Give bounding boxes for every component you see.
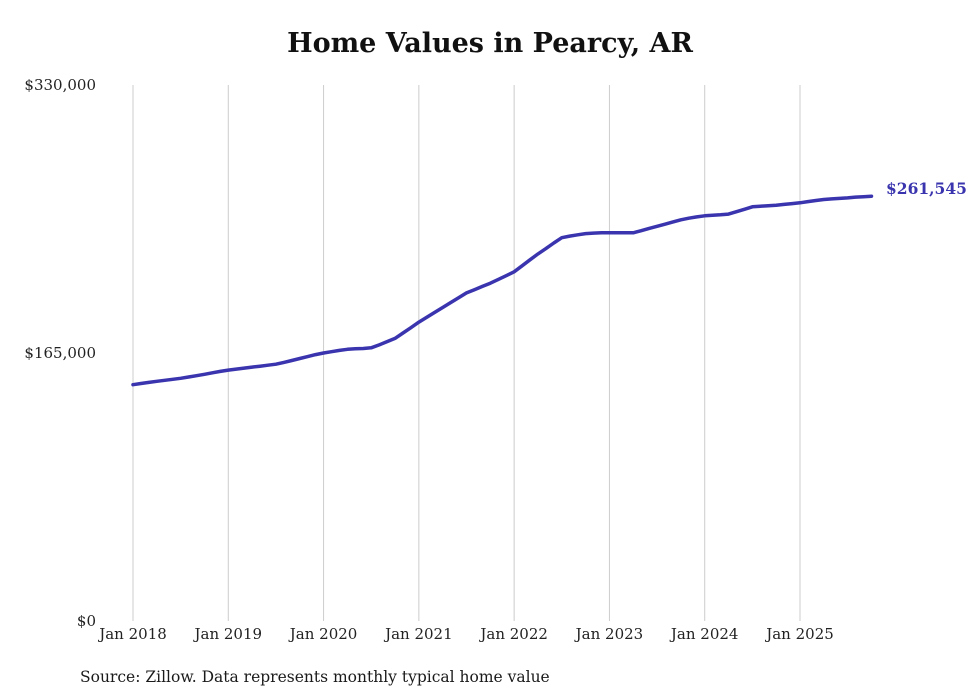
y-axis-tick-165000: $165,000 (24, 344, 96, 362)
latest-value-annotation: $261,545 (886, 179, 967, 198)
x-axis-tick-jan-2021: Jan 2021 (385, 625, 453, 643)
x-axis-tick-jan-2024: Jan 2024 (670, 625, 739, 643)
x-axis-tick-jan-2018: Jan 2018 (99, 625, 167, 643)
y-axis-tick-0: $0 (76, 612, 96, 630)
x-axis-tick-jan-2020: Jan 2020 (289, 625, 358, 643)
y-axis-tick-330000: $330,000 (24, 76, 96, 94)
chart-title: Home Values in Pearcy, AR (287, 28, 693, 59)
x-axis-tick-jan-2022: Jan 2022 (480, 625, 548, 643)
x-axis-tick-jan-2019: Jan 2019 (194, 625, 263, 643)
x-axis-tick-jan-2025: Jan 2025 (766, 625, 834, 643)
home-value-line-series (131, 194, 874, 387)
source-note: Source: Zillow. Data represents monthly … (80, 668, 550, 686)
x-axis-tick-jan-2023: Jan 2023 (575, 625, 644, 643)
